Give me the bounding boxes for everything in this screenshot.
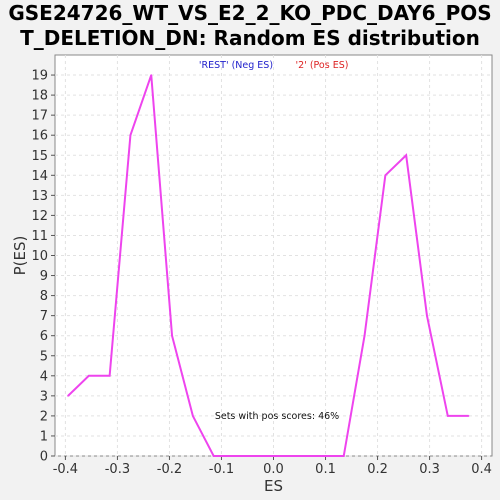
y-tick-label: 19 xyxy=(31,69,48,84)
data-point xyxy=(171,334,173,337)
data-point xyxy=(150,74,153,76)
data-point xyxy=(254,455,257,457)
y-tick-label: 1 xyxy=(40,429,48,444)
chart-title: GSE24726_WT_VS_E2_2_KO_PDC_DAY6_POS T_DE… xyxy=(0,1,500,51)
x-tick-label: 0.3 xyxy=(419,462,440,477)
data-point xyxy=(384,174,387,177)
data-point xyxy=(233,455,236,457)
grid xyxy=(55,55,492,457)
data-point xyxy=(426,314,428,317)
x-tick-label: 0.2 xyxy=(367,462,388,477)
data-point xyxy=(212,455,215,457)
text-layer: ES P(ES) 'REST' (Neg ES) '2' (Pos ES) Sets w… xyxy=(11,60,348,495)
chart-title-line-2: T_DELETION_DN: Random ES distribution xyxy=(20,26,480,50)
data-point xyxy=(108,375,111,377)
y-axis-label: P(ES) xyxy=(11,236,29,276)
y-tick-label: 3 xyxy=(40,389,48,404)
y-tick-label: 11 xyxy=(31,229,48,244)
x-tick-label: -0.1 xyxy=(209,462,234,477)
legend-entry: '2' (Pos ES) xyxy=(296,60,349,71)
data-point xyxy=(88,375,90,377)
series-layer xyxy=(67,74,470,457)
y-tick-label: 7 xyxy=(40,309,48,324)
y-tick-label: 10 xyxy=(31,249,48,264)
y-tick-label: 9 xyxy=(40,269,48,284)
y-tick-label: 2 xyxy=(40,409,48,424)
x-tick-label: 0.0 xyxy=(263,462,284,477)
x-tick-label: 0.4 xyxy=(471,462,492,477)
data-point xyxy=(316,455,319,457)
y-tick-label: 8 xyxy=(40,289,48,304)
data-point xyxy=(446,415,449,417)
y-tick-label: 0 xyxy=(40,450,48,465)
chart-title-line-1: GSE24726_WT_VS_E2_2_KO_PDC_DAY6_POS xyxy=(8,1,492,25)
data-point xyxy=(67,395,69,397)
y-tick-label: 6 xyxy=(40,329,48,344)
y-tick-label: 15 xyxy=(31,149,48,164)
data-point xyxy=(405,154,407,157)
x-tick-label: -0.2 xyxy=(157,462,182,477)
y-tick-label: 12 xyxy=(31,209,48,224)
legend-entry: 'REST' (Neg ES) xyxy=(199,60,273,71)
x-tick-label: -0.4 xyxy=(53,462,78,477)
data-point xyxy=(192,415,194,417)
y-tick-label: 4 xyxy=(40,369,48,384)
data-point xyxy=(363,334,366,337)
x-axis-label: ES xyxy=(264,477,283,495)
y-tick-label: 17 xyxy=(31,109,48,124)
x-tick-label: 0.1 xyxy=(315,462,336,477)
annotation-text: Sets with pos scores: 46% xyxy=(215,411,339,422)
y-tick-label: 14 xyxy=(31,169,48,184)
y-tick-label: 16 xyxy=(31,129,48,144)
data-point xyxy=(129,134,132,136)
x-tick-label: -0.3 xyxy=(105,462,130,477)
data-point xyxy=(342,455,345,457)
data-point xyxy=(275,455,277,457)
y-tick-label: 5 xyxy=(40,349,48,364)
y-tick-label: 13 xyxy=(31,189,48,204)
data-point xyxy=(337,455,340,457)
data-point xyxy=(467,415,470,417)
y-tick-label: 18 xyxy=(31,89,48,104)
data-point xyxy=(296,455,298,457)
